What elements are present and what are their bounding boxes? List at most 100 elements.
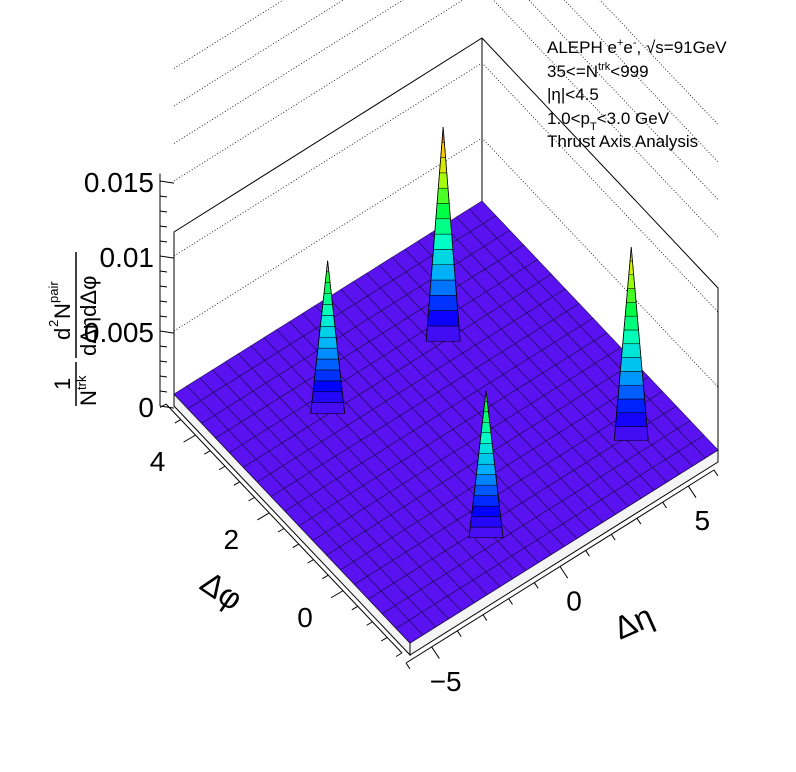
y-axis-tick [330,590,344,599]
peak-band [434,218,452,235]
y-axis-tick [292,543,300,548]
z-axis-tick [159,180,175,184]
peak-band [622,329,641,345]
peak-edge [613,247,632,441]
y-axis-tick [381,637,388,642]
y-axis-tick [174,419,182,424]
peak-band [428,295,458,311]
y-tick-label: 0 [297,602,313,633]
peak-band [471,505,501,517]
z-tick-label: 0.015 [84,167,154,198]
peak-band [435,203,451,220]
peak-band [322,293,333,305]
x-tick-label: 0 [566,586,582,617]
y-axis-tick [307,559,314,564]
z-axis-tick [159,360,168,363]
y-axis-tick [351,605,359,611]
back-grid-line [173,137,719,388]
x-axis-tick [687,485,697,498]
peak-band [624,302,638,317]
peak-band [321,304,334,316]
z-axis-tick [159,345,168,348]
z-axis-tick [159,375,168,378]
surface-peak [310,260,346,414]
y-tick-label: 4 [150,446,166,477]
peak-edge [468,390,487,538]
x-axis-tick [508,598,513,605]
peak-edge [485,390,504,538]
y-axis-tick [218,465,226,471]
y-axis-tick [277,528,285,533]
y-axis-tick [322,574,329,580]
peak-band [623,315,639,331]
peak-band [478,442,494,454]
peak-edge [630,247,649,441]
z-label-ntrk: N [76,390,101,406]
peak-band [613,426,649,441]
z-label-npair-sup: pair [46,281,61,303]
x-axis-tick [713,469,719,477]
peak-edge [442,126,461,342]
peak-edge [310,260,329,414]
peak-band [469,516,503,528]
x-axis-tick [431,646,440,659]
z-axis-tick [159,300,168,303]
surface-peak [425,126,461,342]
legend-line-multiplicity: 35<=Ntrk<999 [547,60,649,81]
peak-edge [425,126,444,342]
peak-band [320,315,336,327]
peak-band [618,371,644,386]
y-axis-label: Δφ [194,564,249,617]
peak-band [427,310,460,327]
z-label-d2: d [50,328,75,340]
y-axis-tick [395,652,403,657]
peak-band [310,402,345,414]
z-axis-tick [159,315,168,318]
x-axis-tick [533,582,539,589]
peak-band [617,384,645,400]
peak-band [626,288,637,303]
peak-band [438,172,449,189]
x-axis-tick [636,517,642,525]
x-axis-tick [559,566,569,579]
peak-band [312,380,343,393]
x-axis-label: Δη [608,598,658,647]
peak-band [479,432,493,444]
peak-band [433,233,454,250]
y-axis-tick [257,512,270,521]
z-axis-tick [159,285,168,288]
z-axis-tick [159,330,175,334]
peak-band [473,484,499,496]
z-tick-label: 0.005 [84,317,154,348]
peak-band [620,357,643,372]
surface-peak [468,390,504,538]
z-axis-tick [159,240,168,243]
peak-band [431,249,455,265]
legend-line-analysis: Thrust Axis Analysis [547,132,699,151]
x-axis-tick [482,614,488,621]
z-axis-tick [159,270,168,273]
legend-line-eta: |η|<4.5 [547,85,599,104]
y-axis-tick [366,621,373,626]
peak-band [468,526,504,538]
peak-band [316,347,339,360]
x-tick-label: −5 [430,666,462,697]
peak-band [436,187,450,204]
peak-band [476,463,497,475]
x-tick-label: 5 [695,505,711,536]
peak-band [477,453,495,465]
z-axis-tick [159,255,175,259]
legend-line-pt: 1.0<pT<3.0 GeV [547,108,670,133]
z-tick-label: 0.01 [100,242,155,273]
z-label-d2-sup: 2 [46,320,61,327]
z-tick-label: 0 [138,392,154,423]
z-axis-tick [159,210,168,213]
peak-band [616,398,647,414]
peak-band [430,264,456,281]
z-axis-label: 1 N trk d 2 N pair dΔηdΔφ [46,252,101,406]
surface-mesh [173,126,719,657]
x-axis-tick [662,501,667,509]
surface-cell [395,619,424,644]
z-axis-tick [159,405,175,409]
